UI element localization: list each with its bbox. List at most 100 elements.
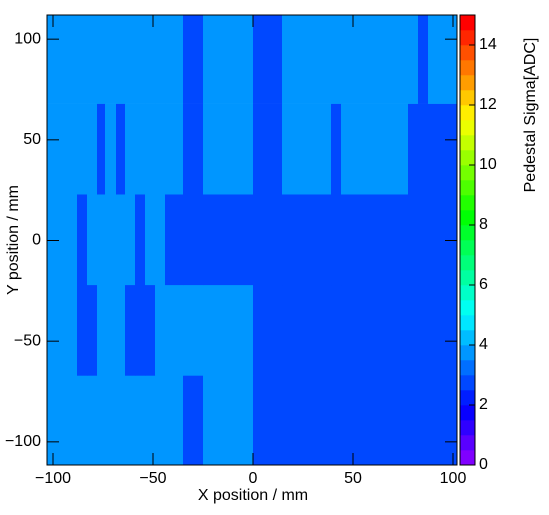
heatmap-cell (282, 15, 332, 104)
plot-frame (46, 14, 458, 466)
heatmap-cell (183, 375, 204, 466)
heatmap-cell (77, 284, 88, 376)
heatmap-cell (97, 194, 106, 286)
heatmap-cell (145, 103, 156, 195)
heatmap-cell (116, 375, 126, 466)
colorbar-swatch (460, 60, 475, 76)
colorbar-swatch (460, 225, 475, 241)
heatmap-cell (203, 284, 254, 376)
heatmap-cell (77, 103, 88, 195)
colorbar-swatch (460, 135, 475, 151)
heatmap-cell (105, 284, 117, 376)
colorbar-swatch (460, 165, 475, 181)
heatmap-cell (183, 194, 204, 286)
heatmap-cell (253, 284, 283, 376)
heatmap-cell (125, 284, 136, 376)
colorbar-swatch (460, 255, 475, 271)
heatmap-cell (135, 103, 146, 195)
heatmap-cell (203, 194, 254, 286)
colorbar-swatch (460, 345, 475, 361)
heatmap-cell (145, 194, 156, 286)
heatmap-cell (116, 103, 126, 195)
heatmap-cell (341, 15, 409, 104)
heatmap-cell (47, 284, 78, 376)
y-tick-label: −100 (5, 433, 41, 450)
heatmap-cell (87, 15, 98, 104)
z-tick-label: 12 (479, 96, 497, 113)
z-tick-label: 6 (479, 276, 488, 293)
y-tick-label: 0 (32, 232, 41, 249)
colorbar-swatch (460, 285, 475, 301)
heatmap-cell (203, 15, 254, 104)
heatmap-cell (87, 375, 98, 466)
heatmap-cell (165, 103, 184, 195)
heatmap-cell (408, 375, 419, 466)
x-tick-label: 0 (249, 470, 258, 487)
heatmap-cell (418, 194, 429, 286)
heatmap-cell (135, 284, 146, 376)
heatmap-cell (408, 103, 419, 195)
colorbar-swatch (460, 390, 475, 406)
z-tick-label: 4 (479, 336, 488, 353)
colorbar-swatch (460, 405, 475, 421)
heatmap-cell (331, 15, 342, 104)
heatmap-cell (408, 194, 419, 286)
heatmap-cell (428, 194, 458, 286)
heatmap-cell (155, 284, 166, 376)
heatmap-cell (77, 375, 88, 466)
colorbar-swatch (460, 420, 475, 436)
heatmap-cell (116, 15, 126, 104)
colorbar-swatch (460, 450, 475, 466)
heatmap-cell (87, 194, 98, 286)
heatmap-cell (341, 284, 409, 376)
heatmap-cell (145, 15, 156, 104)
x-tick-label: −50 (139, 470, 166, 487)
heatmap-cell (125, 375, 136, 466)
x-tick-label: 100 (440, 470, 467, 487)
heatmap-cell (428, 15, 458, 104)
heatmap-cell (125, 194, 136, 286)
colorbar-frame (459, 14, 476, 466)
heatmap-cell (203, 375, 254, 466)
y-tick-label: 100 (14, 30, 41, 47)
heatmap-cell (418, 375, 429, 466)
z-tick-label: 0 (479, 456, 488, 473)
heatmap-cell (341, 194, 409, 286)
heatmap-cell (418, 15, 429, 104)
y-tick-label: −50 (14, 332, 41, 349)
heatmap-cell (428, 375, 458, 466)
heatmap-cell (418, 103, 429, 195)
heatmap-cell (331, 194, 342, 286)
colorbar-swatch (460, 30, 475, 46)
heatmap-cell (145, 375, 156, 466)
y-tick-label: 50 (23, 131, 41, 148)
heatmap-cell (116, 284, 126, 376)
z-axis-title: Pedestal Sigma[ADC] (522, 38, 539, 193)
colorbar-swatch (460, 75, 475, 91)
heatmap-cell (97, 103, 106, 195)
colorbar-swatch (460, 435, 475, 451)
heatmap-cell (87, 103, 98, 195)
heatmap-cell (418, 284, 429, 376)
z-tick-label: 14 (479, 36, 497, 53)
colorbar-swatch (460, 300, 475, 316)
heatmap-cell (47, 103, 78, 195)
z-tick-label: 8 (479, 216, 488, 233)
x-axis-title: X position / mm (198, 487, 308, 504)
heatmap-cell (47, 194, 78, 286)
heatmap-cell (87, 284, 98, 376)
colorbar-swatch (460, 210, 475, 226)
heatmap-cell (282, 103, 332, 195)
colorbar-swatch (460, 180, 475, 196)
heatmap-cell (331, 375, 342, 466)
heatmap-cell (135, 194, 146, 286)
heatmap-cell (47, 375, 78, 466)
colorbar-swatch (460, 150, 475, 166)
heatmap-cell (331, 284, 342, 376)
heatmap-cell (155, 15, 166, 104)
x-tick-label: −100 (35, 470, 71, 487)
heatmap-cell (105, 194, 117, 286)
heatmap-cell (408, 284, 419, 376)
heatmap-cell (203, 103, 254, 195)
heatmap-cell (97, 375, 106, 466)
